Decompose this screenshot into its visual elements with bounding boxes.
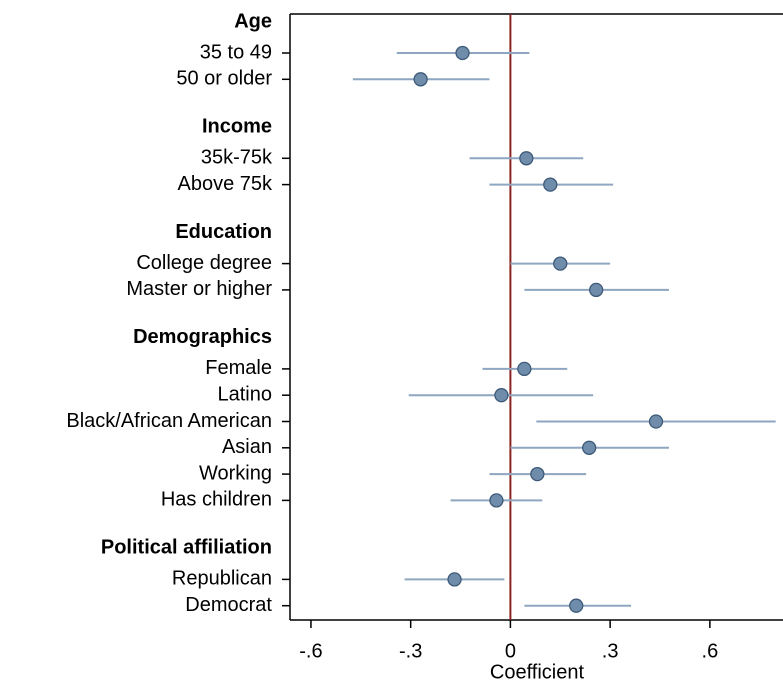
point-estimate (455, 45, 470, 61)
x-tick-label: .3 (602, 640, 619, 662)
point-estimate (648, 414, 664, 429)
row-label: Democrat (185, 594, 272, 616)
group-header: Demographics (133, 326, 272, 348)
row-label: 35 to 49 (200, 41, 272, 63)
point-estimate (519, 151, 534, 166)
row-label: Master or higher (126, 278, 272, 300)
row-label: Working (199, 462, 272, 484)
group-header: Education (175, 221, 272, 243)
row-label: Above 75k (177, 173, 273, 195)
row-label: College degree (136, 252, 272, 274)
row-label: 35k-75k (201, 147, 273, 169)
row-label: Black/African American (66, 410, 272, 432)
group-header: Income (202, 116, 272, 138)
point-estimate (589, 282, 604, 298)
x-axis-title: Coefficient (490, 661, 585, 683)
x-tick-label: -.6 (299, 640, 322, 662)
row-label: Latino (218, 383, 273, 405)
row-label: 50 or older (176, 68, 272, 90)
point-estimate (413, 72, 428, 87)
row-label: Asian (222, 436, 272, 458)
point-estimate (553, 256, 568, 271)
x-tick-label: -.3 (399, 640, 422, 662)
point-estimate (582, 440, 597, 455)
group-header: Political affiliation (101, 537, 272, 559)
x-tick-label: 0 (505, 640, 516, 662)
row-label: Female (205, 357, 272, 379)
group-header: Age (234, 10, 272, 32)
point-estimate (489, 493, 504, 508)
point-estimate (569, 598, 584, 613)
point-estimate (494, 388, 509, 403)
x-tick-label: .6 (702, 640, 719, 662)
point-estimate (543, 177, 558, 192)
point-estimate (447, 572, 462, 587)
row-label: Republican (172, 568, 272, 590)
point-estimate (517, 361, 532, 377)
point-estimate (530, 466, 545, 482)
row-label: Has children (161, 489, 272, 511)
